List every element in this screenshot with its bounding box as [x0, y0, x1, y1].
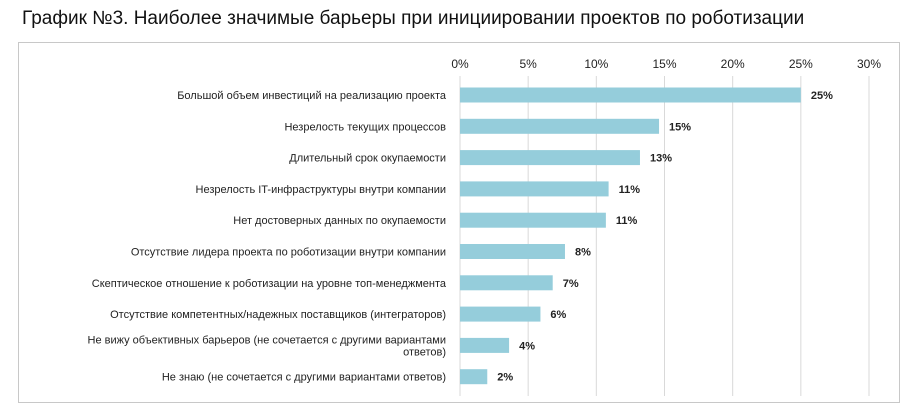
category-label: Незрелость IT-инфраструктуры внутри комп…: [196, 184, 446, 196]
category-label: Скептическое отношение к роботизации на …: [92, 278, 447, 290]
bar: [460, 118, 660, 134]
x-tick-label: 20%: [721, 57, 745, 71]
bar: [460, 212, 606, 228]
category-label: Отсутствие лидера проекта по роботизации…: [131, 247, 446, 259]
bar: [460, 306, 541, 322]
category-label: Длительный срок окупаемости: [289, 153, 446, 165]
chart-frame: [18, 42, 900, 403]
category-label: Отсутствие компетентных/надежных поставщ…: [110, 309, 446, 321]
category-label: Не вижу объективных барьеров (не сочетае…: [88, 334, 446, 358]
x-tick-label: 10%: [584, 57, 608, 71]
data-label: 15%: [669, 121, 691, 133]
data-label: 11%: [616, 215, 638, 227]
chart-title: График №3. Наиболее значимые барьеры при…: [22, 8, 805, 29]
category-label: Не знаю (не сочетается с другими вариант…: [162, 372, 446, 384]
bar: [460, 87, 801, 103]
bar: [460, 150, 640, 166]
x-tick-label: 0%: [451, 57, 469, 71]
data-label: 13%: [650, 153, 672, 165]
data-label: 8%: [575, 247, 591, 259]
x-tick-label: 30%: [857, 57, 881, 71]
x-tick-label: 15%: [652, 57, 676, 71]
x-tick-label: 25%: [789, 57, 813, 71]
data-label: 25%: [811, 90, 833, 102]
x-tick-label: 5%: [519, 57, 537, 71]
bar: [460, 369, 488, 385]
category-label: Незрелость текущих процессов: [284, 121, 446, 133]
data-label: 7%: [563, 278, 579, 290]
data-label: 4%: [519, 340, 535, 352]
data-label: 6%: [550, 309, 566, 321]
category-label: Большой объем инвестиций на реализацию п…: [177, 90, 447, 102]
data-label: 2%: [497, 372, 513, 384]
bar: [460, 181, 609, 197]
bar: [460, 275, 553, 291]
data-label: 11%: [619, 184, 641, 196]
bar: [460, 337, 510, 353]
bar: [460, 244, 565, 259]
category-label: Нет достоверных данных по окупаемости: [233, 215, 446, 227]
